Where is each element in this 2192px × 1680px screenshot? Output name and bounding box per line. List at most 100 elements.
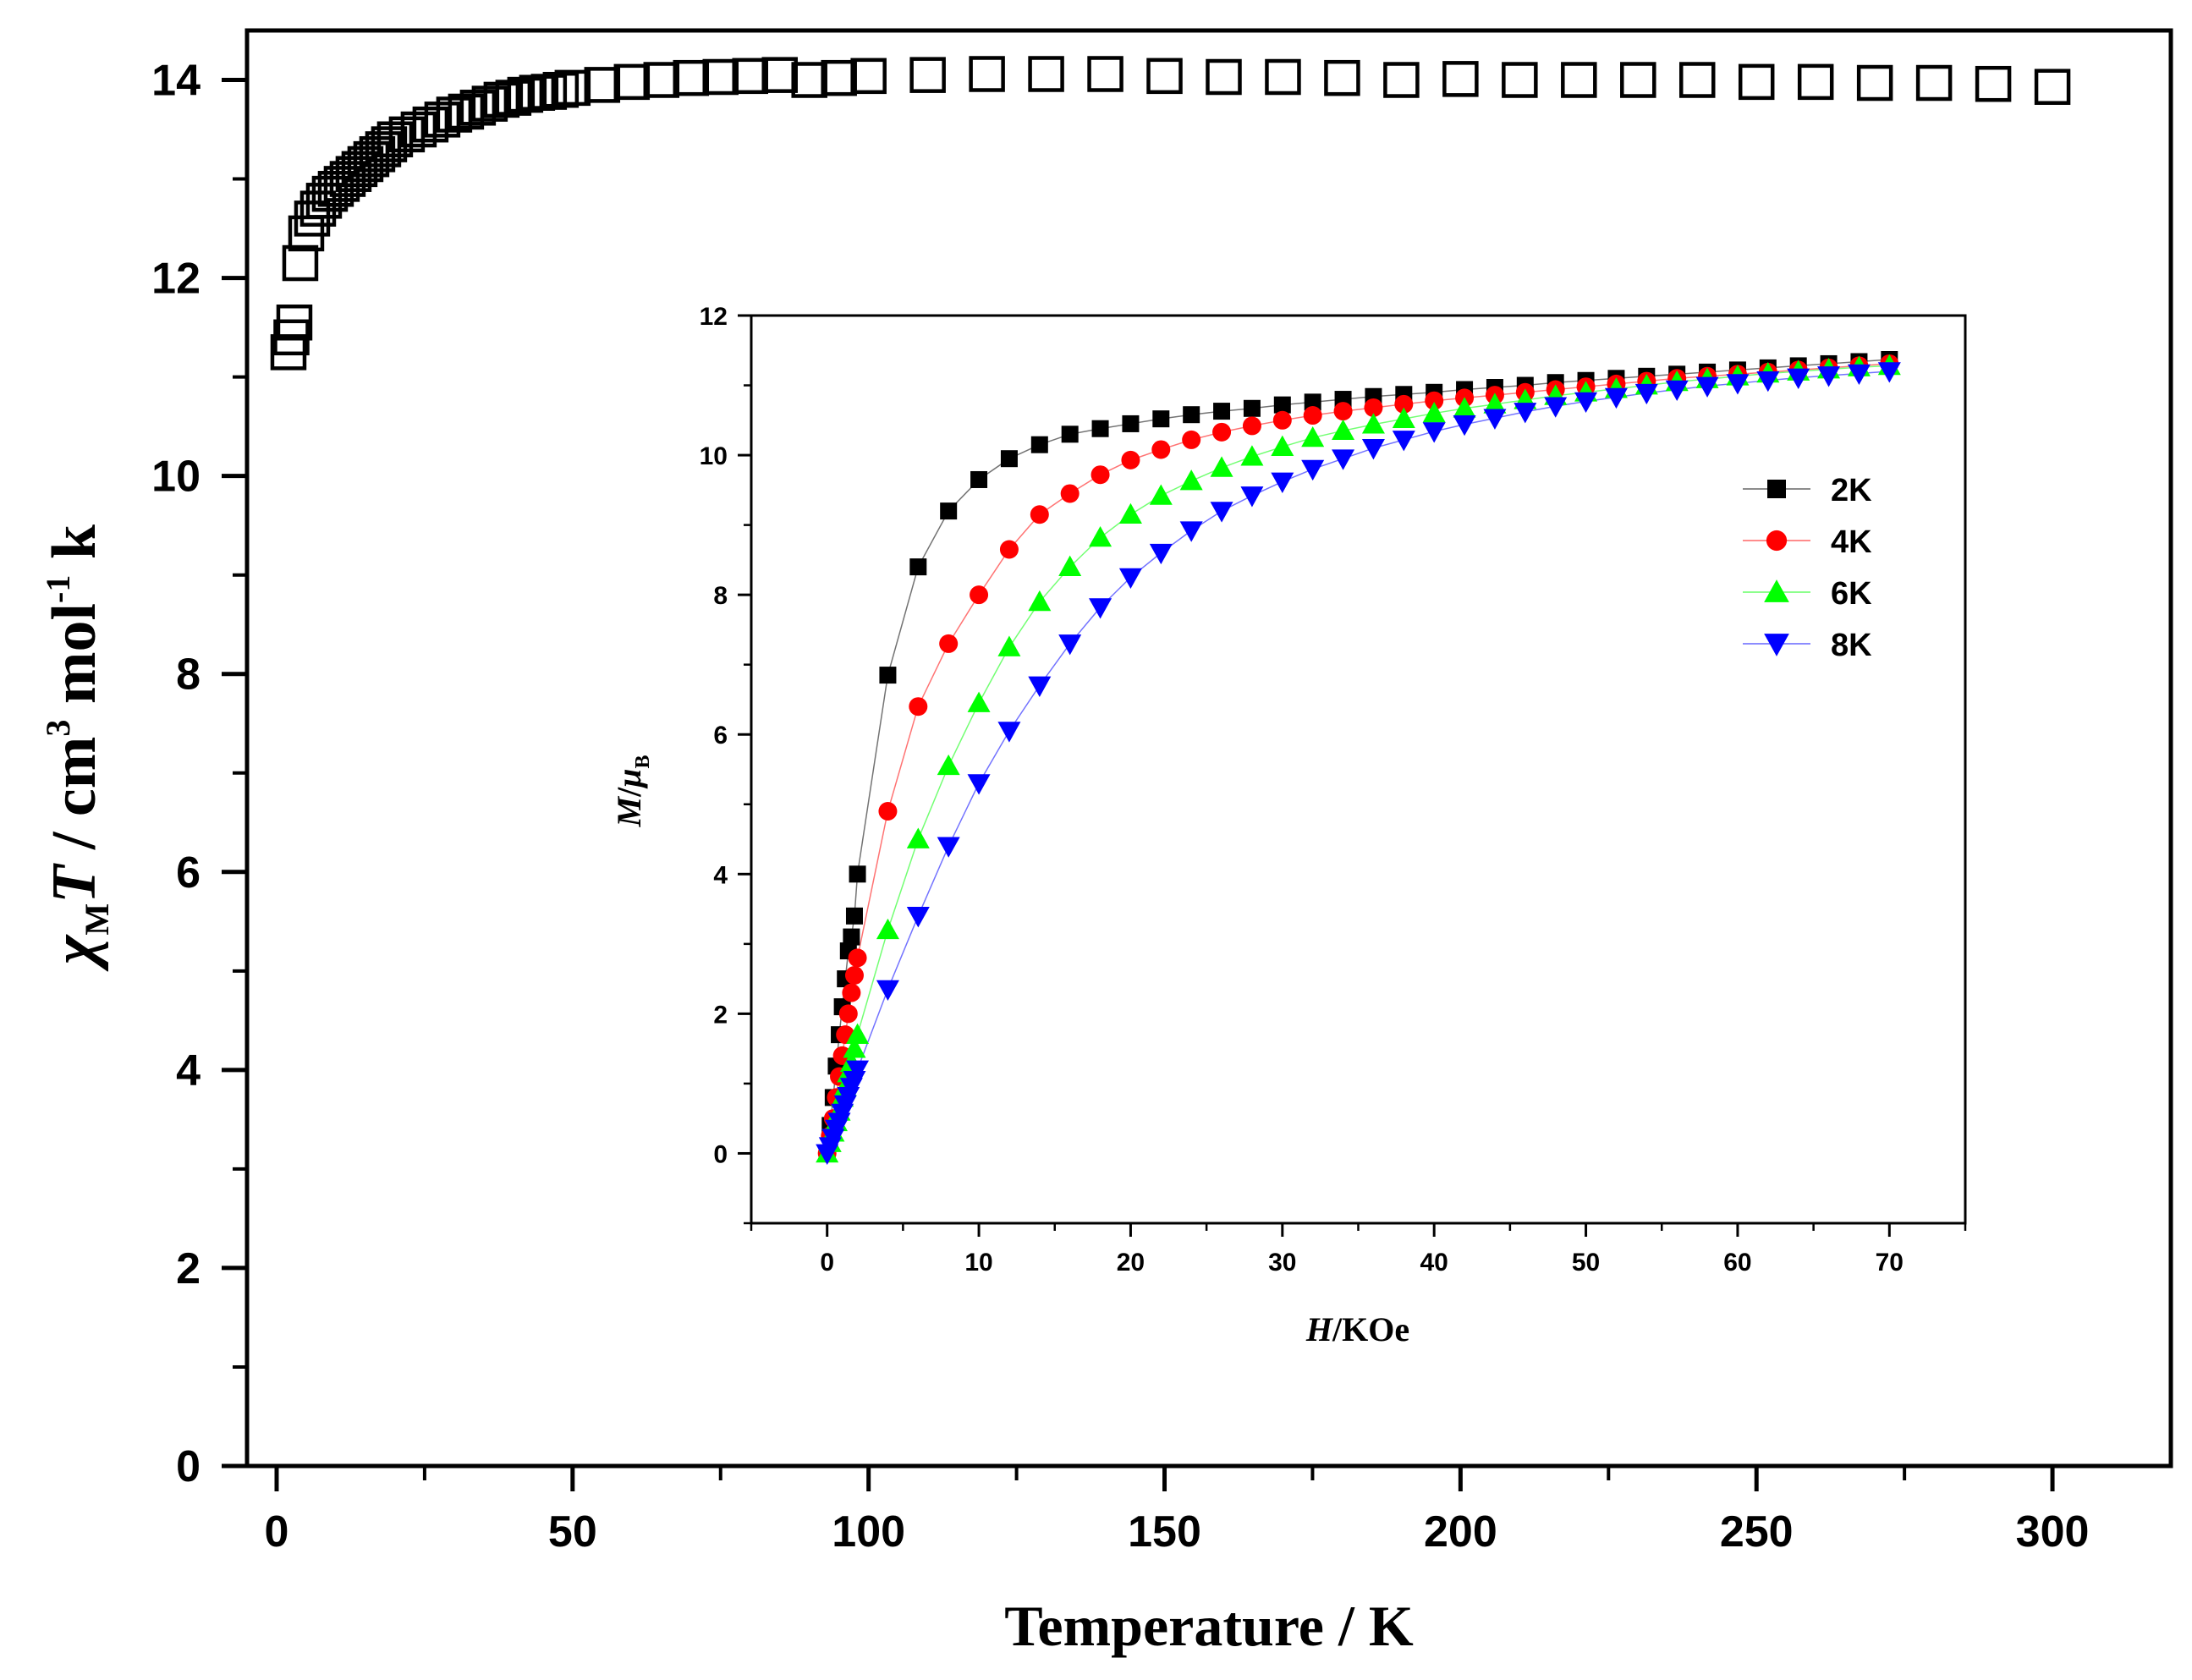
main-x-tick-label: 300 bbox=[2016, 1507, 2090, 1556]
inset-data-point bbox=[1634, 383, 1658, 405]
ylabel-sup-3: 3 bbox=[39, 720, 77, 737]
inset-data-point bbox=[1392, 431, 1415, 452]
legend-marker bbox=[1767, 480, 1786, 498]
main-data-point bbox=[400, 111, 437, 148]
inset-data-point bbox=[1182, 430, 1201, 449]
inset-data-point bbox=[1179, 469, 1203, 491]
inset-data-point bbox=[1422, 402, 1446, 423]
main-data-point bbox=[2034, 69, 2071, 105]
inset-data-point bbox=[909, 558, 927, 576]
main-data-point bbox=[471, 85, 508, 122]
inset-data-point bbox=[1361, 413, 1385, 434]
inset-xlabel-h: H bbox=[1305, 1310, 1334, 1348]
inset-data-point bbox=[1210, 502, 1233, 523]
inset-data-point bbox=[1089, 525, 1112, 547]
inset-data-point bbox=[1183, 406, 1200, 424]
main-data-point bbox=[282, 244, 319, 282]
inset-data-point bbox=[1118, 502, 1142, 524]
inset-x-tick-label: 0 bbox=[820, 1249, 834, 1276]
inset-data-point bbox=[1028, 590, 1052, 612]
inset-data-point bbox=[1453, 397, 1476, 418]
main-data-point bbox=[821, 59, 857, 96]
main-data-point bbox=[1502, 62, 1538, 98]
inset-data-point bbox=[997, 722, 1021, 743]
main-y-tick-label: 0 bbox=[176, 1442, 201, 1491]
legend-item-4K: 4K bbox=[1743, 524, 1872, 560]
ylabel-chi: χ bbox=[40, 934, 109, 972]
inset-data-point bbox=[937, 837, 960, 858]
inset-y-tick-label: 10 bbox=[700, 442, 728, 470]
inset-data-point bbox=[843, 928, 860, 946]
inset-data-point bbox=[1453, 415, 1476, 436]
inset-data-point bbox=[1877, 362, 1901, 383]
main-x-tick-label: 50 bbox=[548, 1507, 597, 1556]
inset-data-point bbox=[1058, 634, 1082, 656]
main-data-point bbox=[436, 96, 473, 133]
inset-data-point bbox=[1665, 380, 1689, 401]
inset-data-point bbox=[1303, 406, 1322, 425]
main-data-point bbox=[542, 71, 580, 108]
inset-data-point bbox=[1121, 450, 1140, 469]
inset-data-point bbox=[1151, 440, 1171, 459]
inset-ylabel-sub-b: B bbox=[632, 755, 654, 769]
main-data-point bbox=[1678, 62, 1716, 98]
inset-data-point bbox=[1695, 376, 1719, 398]
inset-markers-8K bbox=[816, 362, 1901, 1165]
inset-data-point bbox=[1118, 568, 1142, 590]
main-x-tick-label: 150 bbox=[1128, 1507, 1201, 1556]
main-x-tick-label: 100 bbox=[832, 1507, 905, 1556]
inset-data-point bbox=[876, 980, 899, 1001]
legend-label: 8K bbox=[1831, 628, 1872, 663]
inset-data-point bbox=[1514, 403, 1537, 424]
main-data-point bbox=[761, 57, 798, 93]
inset-data-point bbox=[1574, 392, 1598, 414]
ylabel-sup-minus1: -1 bbox=[39, 575, 77, 603]
main-data-point bbox=[1206, 58, 1242, 96]
main-y-tick-label: 10 bbox=[151, 453, 201, 502]
inset-data-point bbox=[844, 965, 864, 985]
inset-x-tick-label: 50 bbox=[1572, 1249, 1600, 1276]
main-data-point bbox=[1087, 56, 1123, 92]
inset-data-point bbox=[906, 827, 930, 848]
main-y-tick-label: 2 bbox=[176, 1244, 201, 1293]
inset-data-point bbox=[906, 907, 930, 928]
legend-item-2K: 2K bbox=[1743, 473, 1872, 508]
main-data-point bbox=[732, 58, 768, 95]
inset-data-point bbox=[1483, 409, 1507, 430]
main-data-point bbox=[1383, 62, 1420, 98]
inset-data-point bbox=[879, 667, 897, 684]
main-data-point bbox=[424, 102, 461, 138]
inset-data-point bbox=[1240, 445, 1264, 466]
inset-data-point bbox=[1364, 398, 1383, 417]
inset-data-point bbox=[940, 502, 958, 520]
main-data-point bbox=[530, 74, 568, 110]
inset-data-point bbox=[1361, 439, 1385, 460]
inset-x-tick-label: 70 bbox=[1876, 1249, 1904, 1276]
inset-data-point bbox=[1091, 465, 1110, 485]
main-data-point bbox=[643, 62, 680, 98]
main-y-tick-label: 12 bbox=[151, 255, 201, 304]
inset-data-point bbox=[1122, 415, 1140, 432]
inset-data-point bbox=[838, 1004, 858, 1024]
inset-y-tick-label: 8 bbox=[713, 582, 728, 610]
inset-y-tick-label: 12 bbox=[700, 303, 728, 331]
main-data-point bbox=[584, 67, 621, 103]
main-data-point bbox=[554, 69, 591, 107]
inset-data-point bbox=[997, 635, 1021, 656]
inset-data-point bbox=[939, 634, 959, 653]
inset-x-axis-label: H/KOe bbox=[1305, 1310, 1409, 1348]
inset-data-point bbox=[1726, 374, 1750, 395]
inset-y-tick-label: 6 bbox=[713, 722, 728, 749]
inset-data-point bbox=[1301, 425, 1325, 447]
main-data-point bbox=[1146, 58, 1183, 95]
inset-data-series bbox=[816, 350, 1901, 1165]
inset-y-axis-label: M/μB bbox=[610, 755, 654, 828]
inset-data-point bbox=[1273, 396, 1291, 414]
inset-data-point bbox=[970, 470, 988, 488]
main-data-point bbox=[1915, 64, 1953, 102]
ylabel-unit-c: k bbox=[40, 524, 109, 575]
main-x-tick-label: 200 bbox=[1424, 1507, 1497, 1556]
inset-data-point bbox=[1604, 387, 1628, 409]
